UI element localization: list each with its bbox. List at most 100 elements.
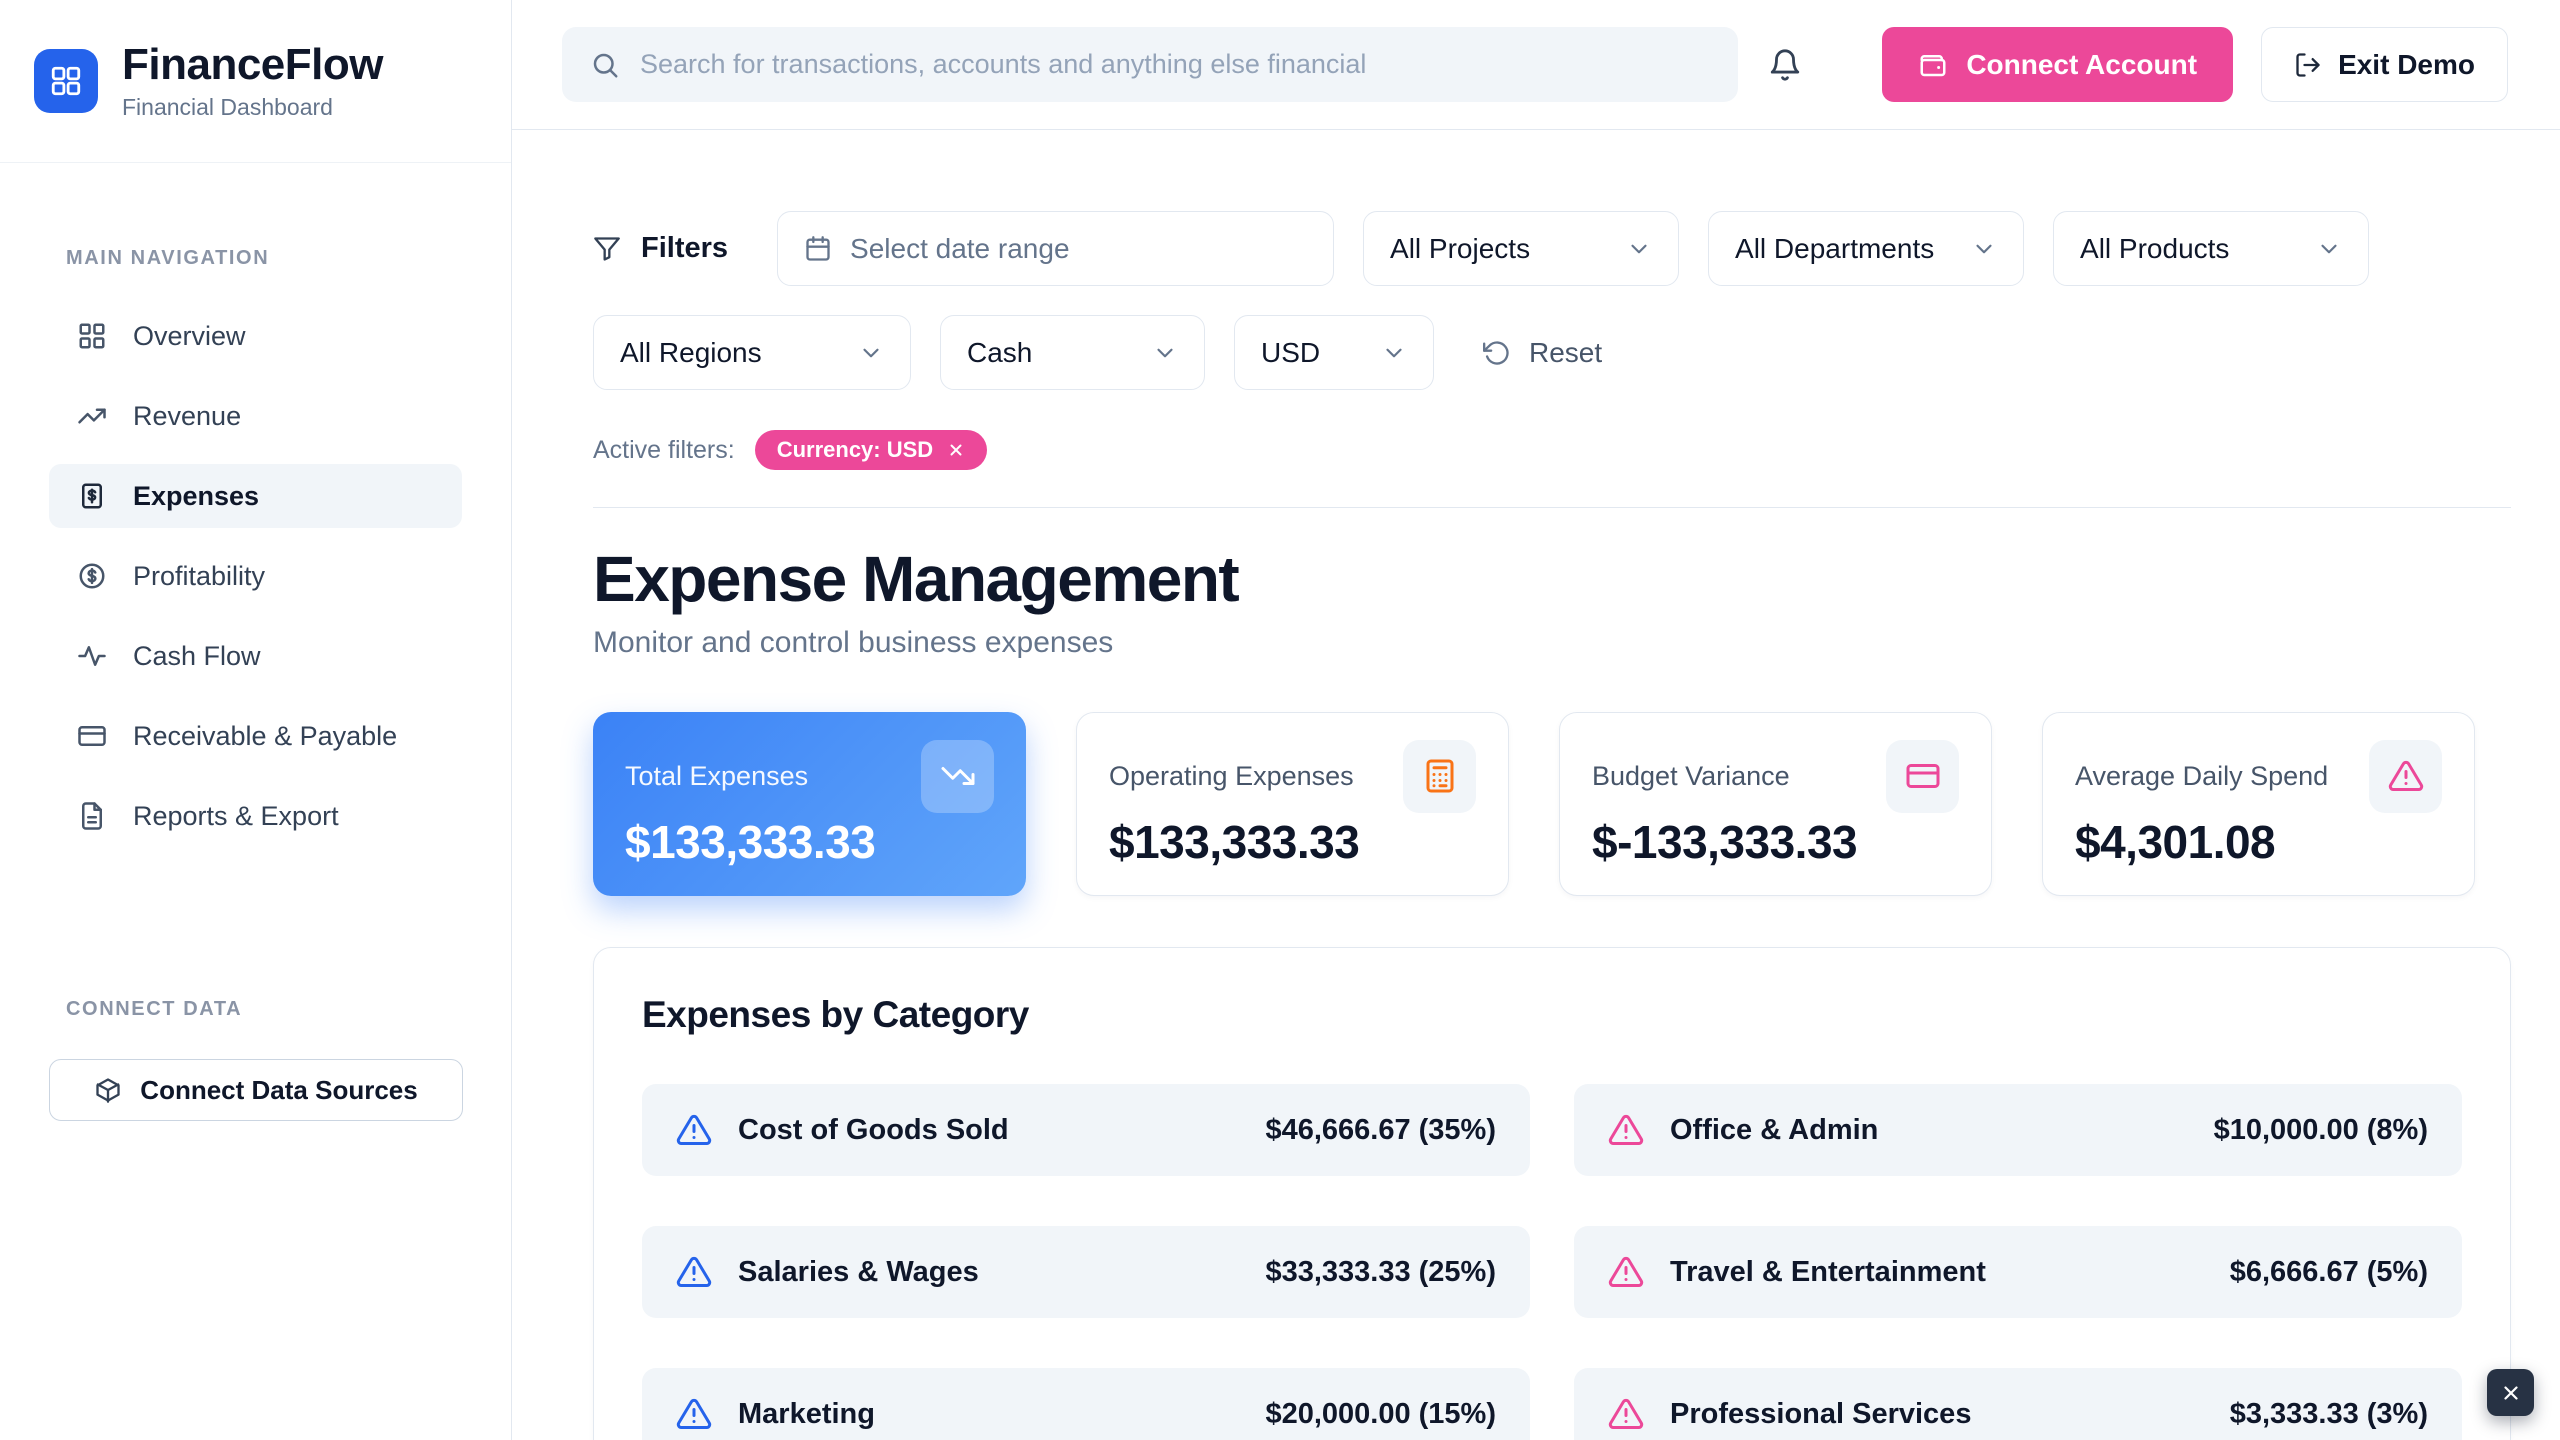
sidebar-item-label: Overview xyxy=(133,320,246,351)
close-icon xyxy=(2500,1382,2522,1404)
category-value: $20,000.00 (15%) xyxy=(1265,1397,1496,1430)
calendar-icon xyxy=(804,235,832,263)
currency-select[interactable]: USD xyxy=(1234,315,1434,390)
sidebar-item-label: Receivable & Payable xyxy=(133,720,398,751)
category-value: $3,333.33 (3%) xyxy=(2229,1397,2428,1430)
chevron-down-icon xyxy=(1626,236,1652,262)
category-row: Travel & Entertainment $6,666.67 (5%) xyxy=(1574,1226,2462,1318)
reset-filters-button[interactable]: Reset xyxy=(1483,337,1602,369)
logo-grid-icon xyxy=(34,49,98,113)
bell-icon xyxy=(1768,48,1802,82)
stat-label: Total Expenses xyxy=(625,760,809,791)
trending-down-icon xyxy=(921,739,994,813)
stat-card-header: Budget Variance xyxy=(1592,739,1959,813)
date-range-placeholder: Select date range xyxy=(850,232,1070,264)
filter-funnel-icon xyxy=(593,235,621,263)
payment-method-select-value: Cash xyxy=(967,336,1033,368)
stat-card-average-daily-spend[interactable]: Average Daily Spend $4,301.08 xyxy=(2042,712,2475,896)
nav-section-label: MAIN NAVIGATION xyxy=(66,247,270,269)
file-icon xyxy=(77,801,107,831)
sidebar-item-label: Cash Flow xyxy=(133,640,261,671)
search-input[interactable] xyxy=(640,49,1710,80)
sidebar-item-receivable-payable[interactable]: Receivable & Payable xyxy=(49,704,462,768)
category-label: Office & Admin xyxy=(1670,1113,1879,1146)
departments-select-value: All Departments xyxy=(1735,232,1935,264)
category-grid: Cost of Goods Sold $46,666.67 (35%) Offi… xyxy=(642,1084,2462,1440)
active-filter-pill-label: Currency: USD xyxy=(776,437,934,462)
chevron-down-icon xyxy=(1971,236,1997,262)
active-filters-label: Active filters: xyxy=(593,435,735,464)
app-subtitle: Financial Dashboard xyxy=(122,93,333,120)
close-button[interactable] xyxy=(2487,1369,2534,1416)
alert-triangle-icon xyxy=(1608,1254,1644,1290)
date-range-input[interactable]: Select date range xyxy=(777,211,1335,286)
app-title: FinanceFlow xyxy=(122,40,383,90)
products-select-value: All Products xyxy=(2080,232,2230,264)
category-label: Professional Services xyxy=(1670,1397,1972,1430)
chevron-down-icon xyxy=(1381,340,1407,366)
connect-account-button[interactable]: Connect Account xyxy=(1882,27,2234,102)
category-label: Salaries & Wages xyxy=(738,1255,979,1288)
divider xyxy=(593,507,2511,508)
filters-row-1: Filters Select date range All Projects A… xyxy=(593,211,2511,286)
logo: FinanceFlow Financial Dashboard xyxy=(0,0,511,163)
sidebar-item-expenses[interactable]: Expenses xyxy=(49,464,462,528)
category-label: Cost of Goods Sold xyxy=(738,1113,1009,1146)
sidebar-item-label: Profitability xyxy=(133,560,266,591)
main-content: Filters Select date range All Projects A… xyxy=(512,130,2560,1440)
logout-icon xyxy=(2294,51,2322,79)
category-row: Professional Services $3,333.33 (3%) xyxy=(1574,1368,2462,1440)
chevron-down-icon xyxy=(1152,340,1178,366)
alert-triangle-icon xyxy=(2369,739,2442,813)
products-select[interactable]: All Products xyxy=(2053,211,2370,286)
search-icon xyxy=(590,50,620,80)
alert-triangle-icon xyxy=(676,1396,712,1432)
chevron-down-icon xyxy=(858,340,884,366)
connect-data-sources-button[interactable]: Connect Data Sources xyxy=(49,1059,463,1121)
credit-card-icon xyxy=(1886,739,1959,813)
sidebar: FinanceFlow Financial Dashboard MAIN NAV… xyxy=(0,0,512,1440)
stat-value: $133,333.33 xyxy=(1109,815,1360,868)
connect-section-label: CONNECT DATA xyxy=(66,998,243,1020)
category-label: Travel & Entertainment xyxy=(1670,1255,1986,1288)
stat-card-total-expenses[interactable]: Total Expenses $133,333.33 xyxy=(593,712,1026,896)
stat-card-header: Operating Expenses xyxy=(1109,739,1476,813)
regions-select[interactable]: All Regions xyxy=(593,315,911,390)
topbar: Connect Account Exit Demo xyxy=(512,0,2560,130)
dollar-circle-icon xyxy=(77,561,107,591)
stat-card-header: Average Daily Spend xyxy=(2075,739,2442,813)
remove-filter-icon[interactable] xyxy=(947,441,965,459)
stat-label: Operating Expenses xyxy=(1109,760,1354,791)
exit-demo-label: Exit Demo xyxy=(2338,48,2475,80)
active-filter-pill[interactable]: Currency: USD xyxy=(754,430,988,470)
stat-card-budget-variance[interactable]: Budget Variance $-133,333.33 xyxy=(1559,712,1992,896)
stat-value: $-133,333.33 xyxy=(1592,815,1858,868)
departments-select[interactable]: All Departments xyxy=(1708,211,2025,286)
regions-select-value: All Regions xyxy=(620,336,762,368)
stat-card-operating-expenses[interactable]: Operating Expenses $133,333.33 xyxy=(1076,712,1509,896)
category-label: Marketing xyxy=(738,1397,875,1430)
alert-triangle-icon xyxy=(1608,1396,1644,1432)
category-value: $6,666.67 (5%) xyxy=(2229,1255,2428,1288)
expenses-by-category-panel: Expenses by Category Cost of Goods Sold … xyxy=(593,947,2511,1440)
sidebar-item-revenue[interactable]: Revenue xyxy=(49,384,462,448)
connect-data-sources-label: Connect Data Sources xyxy=(140,1074,418,1105)
stat-card-header: Total Expenses xyxy=(625,739,994,813)
sidebar-item-profitability[interactable]: Profitability xyxy=(49,544,462,608)
alert-triangle-icon xyxy=(676,1112,712,1148)
exit-demo-button[interactable]: Exit Demo xyxy=(2261,27,2508,102)
credit-card-icon xyxy=(77,721,107,751)
sidebar-item-overview[interactable]: Overview xyxy=(49,304,462,368)
sidebar-item-label: Expenses xyxy=(133,480,260,511)
sidebar-item-reports-export[interactable]: Reports & Export xyxy=(49,784,462,848)
notifications-button[interactable] xyxy=(1768,48,1802,82)
grid-icon xyxy=(77,321,107,351)
projects-select[interactable]: All Projects xyxy=(1363,211,1680,286)
sidebar-item-cash-flow[interactable]: Cash Flow xyxy=(49,624,462,688)
payment-method-select[interactable]: Cash xyxy=(940,315,1205,390)
cube-icon xyxy=(94,1076,122,1104)
active-filters: Active filters: Currency: USD xyxy=(593,430,2511,470)
category-value: $10,000.00 (8%) xyxy=(2213,1113,2428,1146)
sidebar-item-label: Reports & Export xyxy=(133,800,339,831)
connect-account-label: Connect Account xyxy=(1966,48,2198,80)
